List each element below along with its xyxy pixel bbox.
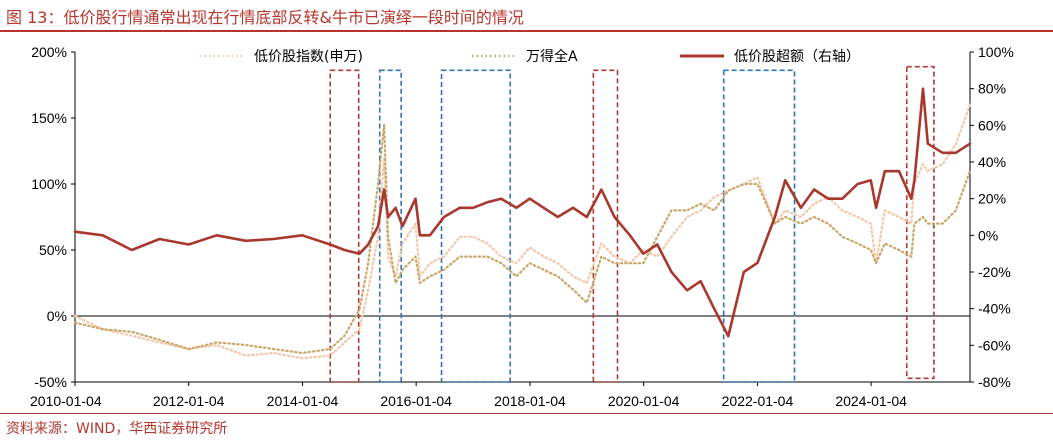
right-tick-label: -20%: [978, 264, 1011, 280]
source-note: 资料来源：WIND，华西证券研究所: [6, 421, 228, 437]
highlight-box-red-1: [329, 69, 360, 383]
x-tick-label: 2020-01-04: [608, 393, 680, 409]
x-tick-label: 2022-01-04: [722, 393, 794, 409]
right-tick-label: -60%: [978, 337, 1011, 353]
left-tick-label: 0%: [47, 308, 67, 324]
left-tick-label: 100%: [31, 176, 67, 192]
left-tick-label: 150%: [31, 110, 67, 126]
legend: 低价股指数(申万) 万得全A 低价股超额（右轴）: [200, 48, 860, 65]
highlight-box-blue-5: [722, 69, 796, 383]
axes-group: [71, 51, 974, 386]
right-tick-label: 0%: [978, 227, 998, 243]
highlight-box-red-6: [905, 65, 935, 380]
x-tick-label: 2010-01-04: [30, 393, 102, 409]
x-tick-label: 2024-01-04: [835, 393, 907, 409]
line-chart: 低价股指数(申万) 万得全A 低价股超额（右轴） -50% 0% 50% 100% 150%…: [30, 44, 1014, 409]
x-tick-label: 2014-01-04: [267, 393, 339, 409]
series-group: [73, 87, 972, 360]
figure-title: 图 13：低价股行情通常出现在行情底部反转&牛市已演绎一段时间的情况: [6, 8, 524, 27]
right-tick-label: 20%: [978, 191, 1006, 207]
series-line-1: [73, 103, 972, 360]
series-line-3: [73, 87, 972, 338]
tick-labels: -50% 0% 50% 100% 150% 200% -80% -60% -40% -20% 0% 2…: [30, 44, 1014, 409]
highlight-box-blue-2: [378, 69, 403, 383]
series-line-2: [73, 123, 972, 355]
legend-label-3: 低价股超额（右轴）: [734, 49, 860, 65]
right-tick-label: 40%: [978, 154, 1006, 170]
left-tick-label: -50%: [34, 374, 67, 390]
right-tick-label: 80%: [978, 81, 1006, 97]
right-tick-label: 60%: [978, 117, 1006, 133]
left-tick-label: 50%: [39, 242, 67, 258]
legend-label-2: 万得全A: [526, 48, 578, 65]
left-tick-label: 200%: [31, 44, 67, 60]
right-tick-label: -40%: [978, 301, 1011, 317]
legend-label-1: 低价股指数(申万): [254, 49, 363, 65]
footer-divider: [0, 413, 1053, 414]
highlight-boxes: [329, 65, 935, 383]
highlight-box-blue-3: [440, 69, 511, 383]
highlight-box-red-4: [592, 69, 619, 383]
x-tick-label: 2012-01-04: [153, 393, 225, 409]
x-tick-label: 2018-01-04: [494, 393, 566, 409]
x-tick-label: 2016-01-04: [380, 393, 452, 409]
title-divider: [0, 30, 1053, 32]
right-tick-label: -80%: [978, 374, 1011, 390]
right-tick-label: 100%: [978, 44, 1014, 60]
